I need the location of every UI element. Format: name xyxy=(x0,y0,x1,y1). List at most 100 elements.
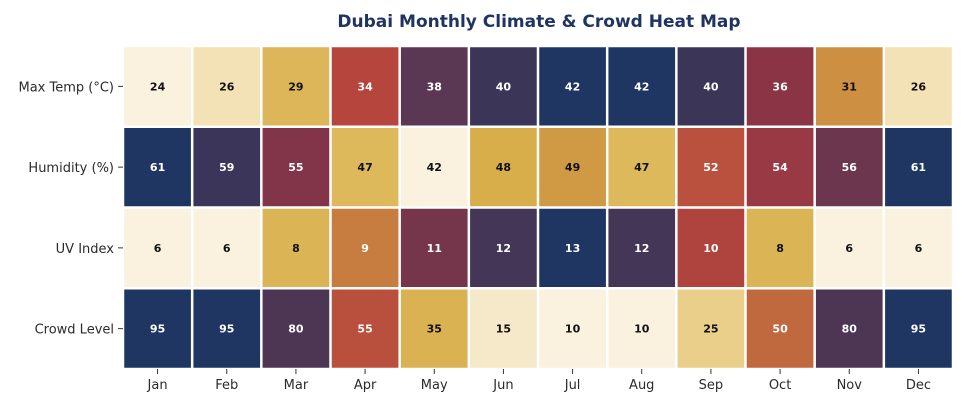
cell-value-label: 26 xyxy=(911,80,927,93)
cell-value-label: 47 xyxy=(357,161,372,174)
heatmap-cell xyxy=(470,47,537,126)
cell-value-label: 95 xyxy=(150,323,165,336)
row-labels: Max Temp (°C) Humidity (%) UV Index Crowd L… xyxy=(18,80,123,338)
heatmap-cell xyxy=(262,289,330,368)
heatmap-cell xyxy=(331,289,399,368)
cell-value-label: 15 xyxy=(496,323,511,336)
heatmap-cell xyxy=(608,208,676,287)
cell-value-label: 24 xyxy=(150,80,166,93)
cell-value-label: 13 xyxy=(565,242,580,255)
cell-value-label: 54 xyxy=(772,161,788,174)
column-label: May xyxy=(421,378,448,393)
column-label: Jun xyxy=(492,378,513,393)
cell-value-label: 95 xyxy=(911,323,926,336)
cell-value-label: 12 xyxy=(496,242,511,255)
cell-value-label: 10 xyxy=(565,323,581,336)
heatmap-cell xyxy=(331,128,399,207)
cell-value-label: 8 xyxy=(292,242,300,255)
heatmap-cell xyxy=(677,47,745,126)
cell-value-label: 42 xyxy=(427,161,442,174)
heatmap-cell xyxy=(331,208,399,287)
cell-value-label: 9 xyxy=(361,242,369,255)
cell-value-label: 6 xyxy=(845,242,853,255)
column-label: Nov xyxy=(837,378,863,393)
cell-value-label: 42 xyxy=(565,80,580,93)
heatmap-cell xyxy=(608,128,676,207)
heatmap-cell xyxy=(608,47,676,126)
cell-value-label: 95 xyxy=(219,323,234,336)
chart-title: Dubai Monthly Climate & Crowd Heat Map xyxy=(337,12,740,32)
row-label: Max Temp (°C) xyxy=(18,80,114,95)
cell-value-label: 12 xyxy=(634,242,649,255)
heatmap-cell xyxy=(815,208,883,287)
heatmap-cell xyxy=(400,208,468,287)
heatmap-cell xyxy=(124,289,191,368)
heatmap-cell xyxy=(400,47,468,126)
heatmap-cell xyxy=(885,289,952,368)
cell-value-label: 50 xyxy=(772,323,788,336)
row-label: Humidity (%) xyxy=(28,161,114,176)
cell-value-label: 80 xyxy=(842,323,858,336)
cell-value-label: 59 xyxy=(219,161,234,174)
heatmap-cell xyxy=(885,128,952,207)
heatmap-cell xyxy=(331,47,399,126)
heatmap-cell xyxy=(885,47,952,126)
column-label: Apr xyxy=(354,378,377,393)
heatmap-cell xyxy=(193,208,261,287)
heatmap-cell xyxy=(746,208,814,287)
cell-value-label: 49 xyxy=(565,161,580,174)
cell-value-label: 52 xyxy=(703,161,718,174)
cell-value-label: 6 xyxy=(915,242,923,255)
heatmap-cell xyxy=(193,47,261,126)
heatmap-cell xyxy=(400,128,468,207)
column-label: Oct xyxy=(769,378,791,393)
heatmap-cell xyxy=(124,208,191,287)
cell-value-label: 47 xyxy=(634,161,649,174)
cell-value-label: 80 xyxy=(288,323,304,336)
cell-value-label: 11 xyxy=(427,242,442,255)
heatmap-cell xyxy=(815,128,883,207)
column-label: Feb xyxy=(215,378,238,393)
column-label: Sep xyxy=(699,378,724,393)
heatmap-cell xyxy=(815,47,883,126)
heatmap-cell xyxy=(677,289,745,368)
column-label: Jan xyxy=(147,378,168,393)
cell-value-label: 40 xyxy=(703,80,719,93)
cell-value-label: 38 xyxy=(427,80,442,93)
cell-value-label: 10 xyxy=(703,242,719,255)
heatmap-cell xyxy=(124,128,191,207)
column-label: Mar xyxy=(284,378,309,393)
cell-value-label: 26 xyxy=(219,80,235,93)
cell-value-label: 61 xyxy=(911,161,926,174)
heatmap-cell xyxy=(539,208,606,287)
cell-value-label: 61 xyxy=(150,161,165,174)
heatmap-cell xyxy=(539,289,606,368)
heatmap-cell xyxy=(539,128,606,207)
heatmap-cell xyxy=(262,128,330,207)
heatmap-cell xyxy=(746,289,814,368)
heatmap-cell xyxy=(885,208,952,287)
cell-value-label: 40 xyxy=(496,80,512,93)
heatmap-cell xyxy=(262,47,330,126)
row-label: UV Index xyxy=(56,242,115,257)
cell-value-label: 29 xyxy=(288,80,303,93)
heatmap-cell xyxy=(470,128,537,207)
heatmap-cell xyxy=(815,289,883,368)
heatmap-cell xyxy=(608,289,676,368)
heatmap-cell xyxy=(539,47,606,126)
column-label: Dec xyxy=(906,378,931,393)
heatmap-cell xyxy=(746,47,814,126)
cell-value-label: 48 xyxy=(496,161,511,174)
heatmap-cell xyxy=(400,289,468,368)
cell-value-label: 34 xyxy=(357,80,373,93)
heatmap-cell xyxy=(677,208,745,287)
cell-value-label: 35 xyxy=(427,323,442,336)
heatmap-cell xyxy=(262,208,330,287)
cell-value-label: 36 xyxy=(772,80,788,93)
cell-value-label: 25 xyxy=(703,323,718,336)
heatmap-cell xyxy=(124,47,191,126)
cell-value-label: 55 xyxy=(357,323,372,336)
heatmap-cell xyxy=(193,128,261,207)
